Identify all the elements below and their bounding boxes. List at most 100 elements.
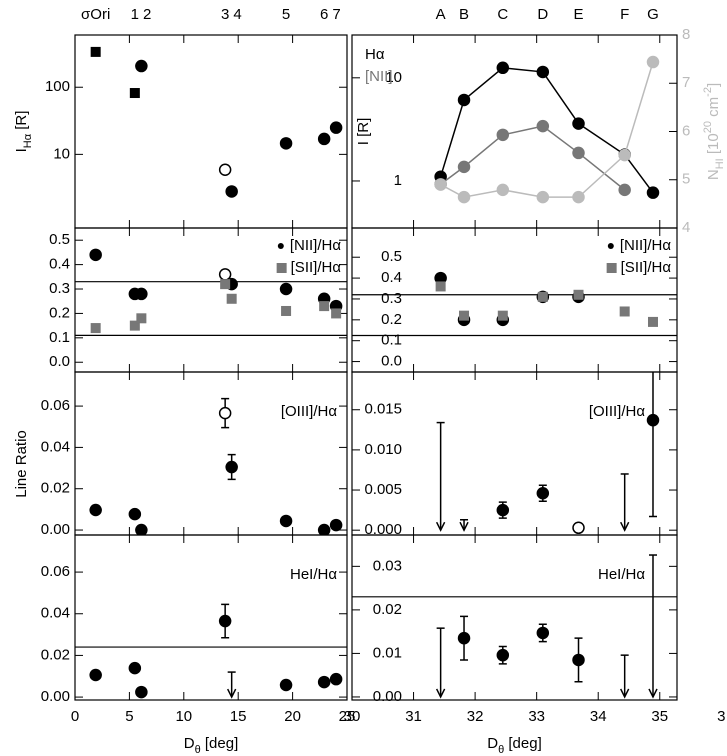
panel: 10 100 σOri 1 2 3 4 5 6 7 IHα [R] <box>13 6 348 229</box>
label-part: D <box>184 735 195 752</box>
source-label: D <box>537 6 548 23</box>
y-tick-label: 0.0 <box>49 353 70 370</box>
x-tick-label: 15 <box>230 708 247 725</box>
y-tick-label: 0.0 <box>381 353 402 370</box>
marker <box>317 523 331 535</box>
legend-marker <box>606 263 617 273</box>
y-tick-label: 0.1 <box>49 329 70 346</box>
y-tick-label: 0.2 <box>381 311 402 328</box>
y-tick-label: 0.00 <box>373 688 402 705</box>
panel-frame <box>351 534 678 701</box>
source-label: 3 <box>221 6 229 23</box>
label-part: θ <box>195 744 201 756</box>
x-axis-label: Dθ [deg] <box>184 735 239 756</box>
marker <box>536 626 550 640</box>
y-tick-label: 1 <box>394 172 402 189</box>
y-tick-label: 0.02 <box>373 601 402 618</box>
y-tick-label: 0.010 <box>364 441 402 458</box>
limit-arrow <box>620 688 630 699</box>
y-tick-label: 0.04 <box>41 605 70 622</box>
source-label: 1 <box>131 6 139 23</box>
legend-marker <box>276 263 287 273</box>
legend-label: [OIII]/Hα <box>589 403 646 420</box>
y-tick-label: 0.005 <box>364 481 402 498</box>
panel: 0.0 0.1 0.2 0.3 0.4 0.5 [NII]/Hα [SII]/Hα <box>351 227 678 373</box>
marker <box>279 282 293 296</box>
y2-tick-label: 6 <box>682 122 690 139</box>
limit-arrow <box>227 688 237 699</box>
legend-label: [OIII]/Hα <box>281 403 338 420</box>
y-tick-label: 0.4 <box>49 256 70 273</box>
marker <box>496 648 510 662</box>
limit-arrow <box>648 688 658 699</box>
y-tick-label: 0.00 <box>41 521 70 538</box>
legend-label: HeI/Hα <box>290 566 337 583</box>
panel: 0.00 0.02 0.04 0.06 Line Ratio [OIII]/Hα <box>13 371 348 538</box>
label-part: ] <box>705 83 722 87</box>
x-tick-label: 32 <box>467 708 484 725</box>
x-tick-label: 20 <box>284 708 301 725</box>
source-label: 6 <box>320 6 328 23</box>
label-part: I [R] <box>355 118 372 146</box>
marker <box>618 183 631 197</box>
y-tick-label: 0.00 <box>41 688 70 705</box>
marker <box>537 291 548 302</box>
y-axis-label: Line Ratio <box>13 430 30 498</box>
limit-arrow <box>459 521 469 532</box>
y-tick-label: 0.04 <box>41 438 70 455</box>
legend-label: [SII]/Hα <box>621 259 672 276</box>
marker <box>319 301 330 312</box>
label-part: Hα <box>22 133 34 148</box>
marker <box>647 316 658 327</box>
data-layer <box>435 554 658 699</box>
y-tick-label: 0.02 <box>41 480 70 497</box>
data-layer <box>89 603 343 699</box>
marker <box>536 65 550 79</box>
marker <box>218 406 232 420</box>
y-tick-label: 0.02 <box>41 646 70 663</box>
marker <box>89 503 102 517</box>
data-layer <box>89 397 343 535</box>
x-axis-label: Dθ [deg] <box>487 735 542 756</box>
marker <box>331 308 342 319</box>
panel-frame <box>74 34 348 229</box>
marker <box>129 88 140 99</box>
label-part: -2 <box>702 87 714 97</box>
marker <box>573 289 584 300</box>
marker <box>218 163 232 176</box>
y-axis-label: IHα [R] <box>13 111 34 153</box>
y-tick-label: 0.3 <box>381 290 402 307</box>
source-label: 7 <box>332 6 340 23</box>
marker <box>457 631 471 645</box>
label-part: N <box>705 169 722 180</box>
source-label: G <box>647 6 659 23</box>
marker <box>572 190 585 204</box>
marker <box>281 305 292 316</box>
marker <box>128 661 142 675</box>
marker <box>226 293 237 304</box>
legend-label: [NII] <box>365 68 393 85</box>
source-label: σOri <box>81 6 110 23</box>
panel-frame <box>351 34 678 229</box>
marker <box>459 310 470 321</box>
x-tick-label: 25 <box>339 708 356 725</box>
marker <box>497 310 508 321</box>
y-tick-label: 0.5 <box>49 231 70 248</box>
y-tick-label: 0.03 <box>373 557 402 574</box>
marker <box>572 653 585 667</box>
y-tick-label: 0.2 <box>49 304 70 321</box>
y-tick-label: 0.4 <box>381 269 402 286</box>
data-layer <box>90 46 343 198</box>
marker <box>457 160 471 174</box>
marker <box>135 685 148 699</box>
y-tick-label: 10 <box>385 69 402 86</box>
legend-label: [NII]/Hα <box>620 237 672 254</box>
marker <box>646 55 660 69</box>
marker <box>135 287 148 301</box>
marker <box>434 178 447 191</box>
y-tick-label: 0.015 <box>364 401 402 418</box>
panel: 0.0 0.1 0.2 0.3 0.4 0.5 [NII]/Hα [SII]/Hα <box>49 227 348 373</box>
source-label: C <box>497 6 508 23</box>
label-part: [deg] <box>504 735 542 752</box>
